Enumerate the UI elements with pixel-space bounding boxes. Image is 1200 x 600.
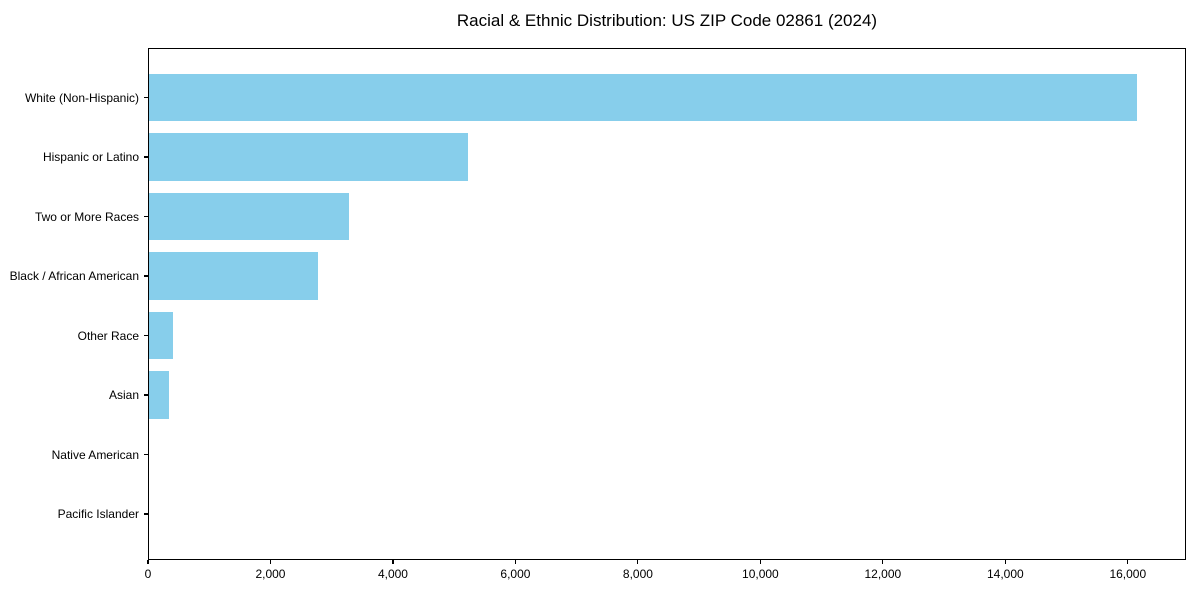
y-tick-mark — [144, 275, 148, 277]
x-tick-mark — [514, 560, 517, 564]
x-tick-mark — [1004, 560, 1006, 564]
bar — [149, 311, 173, 360]
chart-title: Racial & Ethnic Distribution: US ZIP Cod… — [456, 11, 878, 30]
x-tick-mark — [759, 560, 761, 564]
x-tick-mark — [269, 560, 272, 564]
bar — [149, 252, 319, 300]
x-tick-label: 2,000 — [255, 567, 286, 581]
y-tick-label: White (Non-Hispanic) — [24, 90, 139, 105]
y-tick-mark — [144, 96, 148, 99]
y-tick-mark — [144, 453, 148, 456]
x-tick-label: 16,000 — [1109, 567, 1147, 581]
x-tick-label: 4,000 — [377, 567, 408, 581]
x-tick-label: 12,000 — [864, 567, 902, 581]
y-tick-label: Asian — [108, 388, 139, 402]
x-tick-mark — [392, 560, 394, 564]
bar — [149, 192, 349, 241]
y-tick-label: Other Race — [77, 328, 139, 343]
x-tick-mark — [882, 560, 884, 564]
y-tick-label: Black / African American — [9, 269, 139, 283]
bar — [149, 371, 170, 419]
bar — [149, 133, 469, 181]
y-tick-mark — [144, 156, 148, 158]
y-tick-label: Two or More Races — [34, 209, 139, 224]
y-tick-label: Pacific Islander — [57, 507, 139, 521]
x-tick-label: 8,000 — [622, 567, 653, 581]
y-tick-mark — [144, 215, 148, 218]
y-tick-mark — [144, 334, 148, 337]
y-tick-mark — [144, 394, 148, 396]
x-tick-label: 6,000 — [500, 567, 531, 581]
x-tick-label: 10,000 — [742, 567, 779, 581]
x-tick-mark — [147, 560, 149, 564]
y-tick-label: Native American — [51, 447, 139, 462]
x-tick-label: 0 — [144, 567, 152, 581]
bar — [149, 73, 1137, 122]
x-tick-mark — [637, 560, 639, 564]
y-tick-mark — [144, 513, 148, 515]
x-tick-label: 14,000 — [986, 567, 1024, 581]
x-tick-mark — [1127, 560, 1129, 564]
plot-area — [148, 48, 1186, 560]
y-tick-label: Hispanic or Latino — [42, 150, 139, 164]
